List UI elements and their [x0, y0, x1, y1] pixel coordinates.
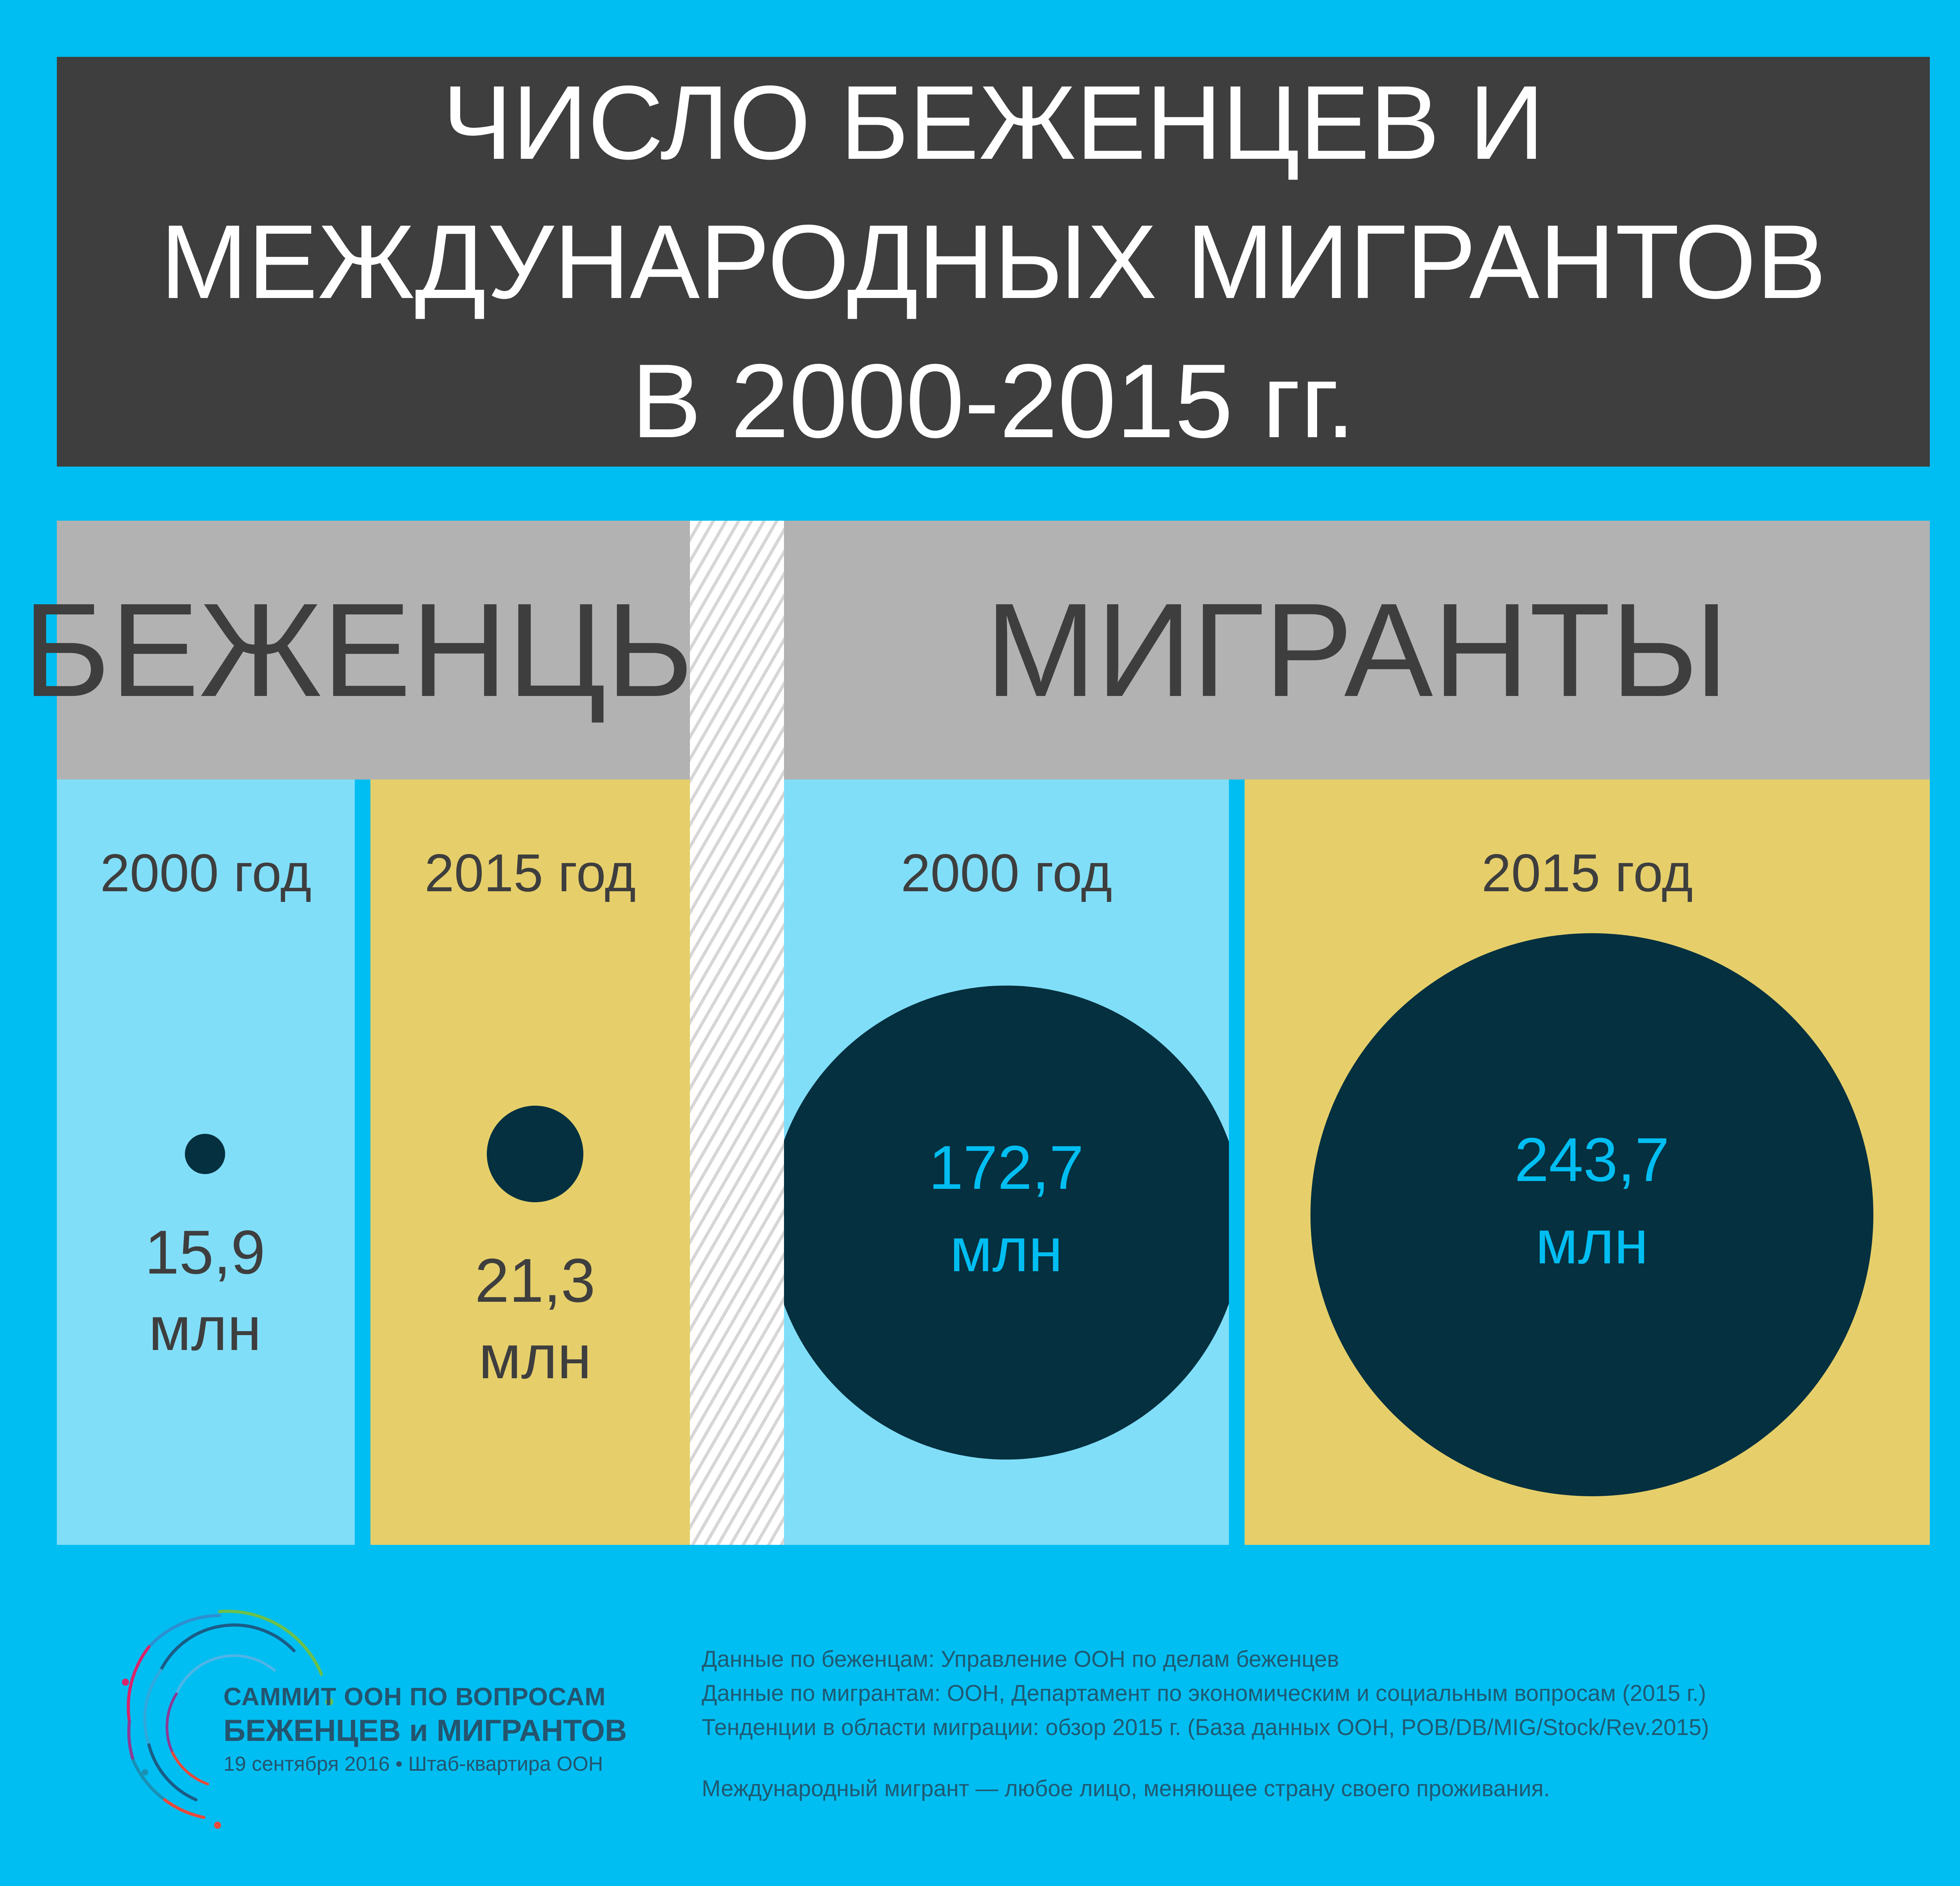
value-bubble: [486, 1105, 584, 1203]
year-label: 2015 год: [425, 843, 636, 903]
refugees-2000-column: 2000 год 15,9 млн: [57, 779, 355, 1545]
source-line: Данные по беженцам: Управление ООН по де…: [702, 1646, 1339, 1672]
migrants-2000-column: 2000 год 172,7 млн: [784, 779, 1229, 1545]
source-line: Данные по мигрантам: ООН, Департамент по…: [702, 1681, 1706, 1706]
logo-line-3: 19 сентября 2016 • Штаб-квартира ООН: [223, 1753, 603, 1775]
summit-logo-icon: [122, 1610, 333, 1829]
bubble-svg: [784, 985, 1229, 1460]
logo-line-1: САММИТ ООН ПО ВОПРОСАМ: [223, 1683, 606, 1711]
unit-label: млн: [148, 1294, 262, 1364]
value-label: 15,9: [145, 1218, 265, 1287]
value-bubble: [784, 985, 1229, 1460]
title-line-2: МЕЖДУНАРОДНЫХ МИГРАНТОВ: [160, 203, 1827, 320]
migrant-definition-note: Международный мигрант — любое лицо, меня…: [702, 1776, 1550, 1801]
year-label: 2000 год: [901, 843, 1112, 903]
value-bubble: [1310, 933, 1873, 1496]
title-line-1: ЧИСЛО БЕЖЕНЦЕВ И: [442, 64, 1544, 181]
year-label: 2015 год: [1481, 843, 1693, 903]
value-label: 172,7: [929, 1133, 1084, 1202]
bubble-svg: [486, 1105, 584, 1203]
title-line-3: В 2000-2015 гг.: [631, 342, 1356, 460]
logo-line-2: БЕЖЕНЦЕВ и МИГРАНТОВ: [223, 1713, 627, 1748]
unit-label: млн: [949, 1216, 1063, 1285]
sources: Данные по беженцам: Управление ООН по де…: [702, 1642, 1709, 1744]
summit-logo-text: САММИТ ООН ПО ВОПРОСАМ БЕЖЕНЦЕВ и МИГРАН…: [223, 1682, 627, 1776]
value-bubble: [185, 1134, 225, 1174]
hatched-divider: [690, 521, 784, 1545]
refugees-header: БЕЖЕНЦЫ: [23, 521, 724, 779]
refugees-header-label: БЕЖЕНЦЫ: [23, 575, 724, 725]
source-line: Тенденции в области миграции: обзор 2015…: [702, 1715, 1709, 1740]
unit-label: млн: [478, 1323, 592, 1392]
year-label: 2000 год: [100, 843, 312, 903]
bubble-svg: [1310, 933, 1873, 1496]
value-label: 21,3: [475, 1246, 595, 1315]
value-label: 243,7: [1514, 1125, 1670, 1194]
title-banner: ЧИСЛО БЕЖЕНЦЕВ И МЕЖДУНАРОДНЫХ МИГРАНТОВ…: [57, 57, 1930, 467]
refugees-2015-column: 2015 год 21,3 млн: [370, 779, 690, 1545]
bubble-svg: [185, 1134, 225, 1174]
unit-label: млн: [1535, 1208, 1649, 1277]
migrants-2015-column: 2015 год 243,7 млн: [1245, 779, 1930, 1545]
migrants-header-label: МИГРАНТЫ: [985, 575, 1729, 725]
migrants-header: МИГРАНТЫ: [784, 521, 1930, 779]
